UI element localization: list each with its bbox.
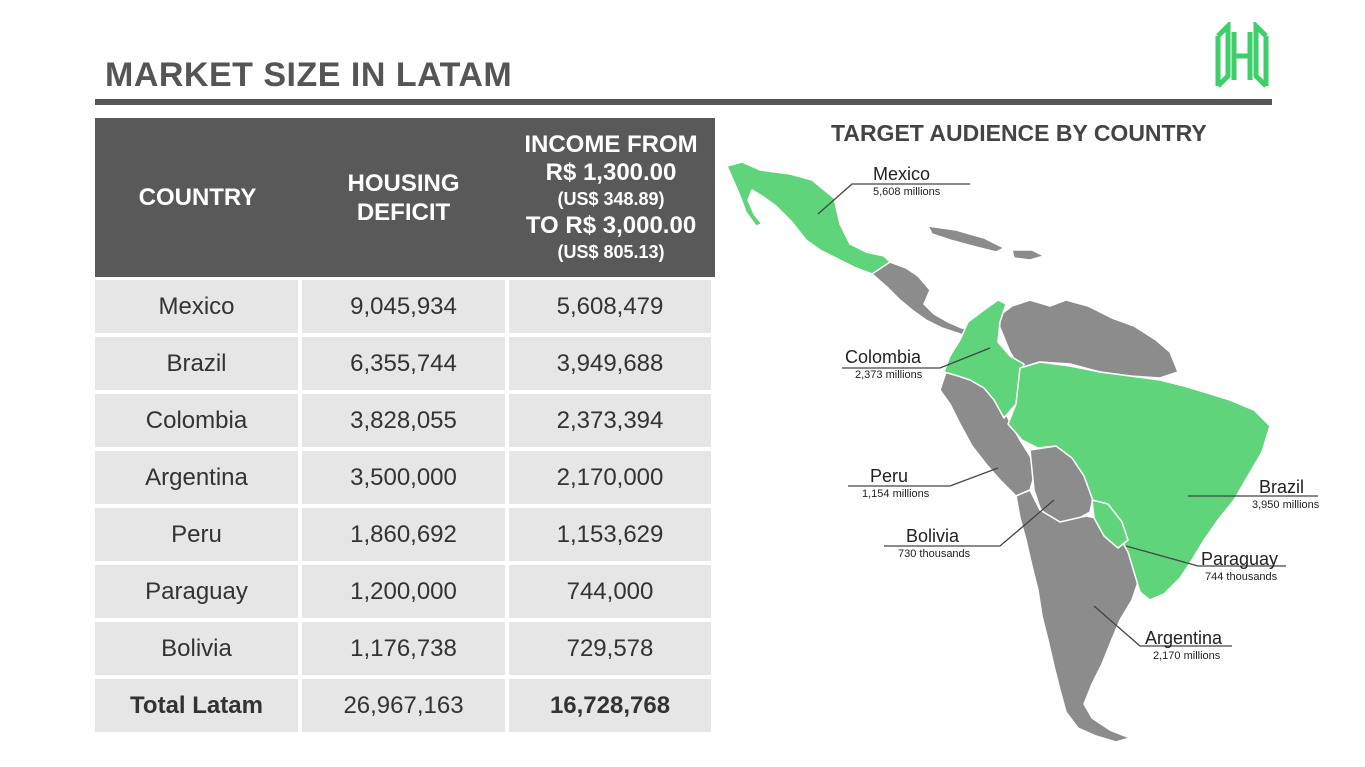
map-region-hispaniola	[1011, 249, 1045, 261]
table-row: Brazil 6,355,744 3,949,688	[95, 337, 715, 390]
leader-line-mexico	[817, 183, 970, 215]
table-row: Peru 1,860,692 1,153,629	[95, 508, 715, 561]
table-row: Bolivia 1,176,738 729,578	[95, 622, 715, 675]
total-deficit-cell: 26,967,163	[302, 679, 505, 732]
map-label-peru: Peru 1,154 millions	[862, 466, 930, 500]
income-cell: 2,373,394	[509, 394, 711, 447]
deficit-cell: 1,860,692	[302, 508, 505, 561]
country-cell: Argentina	[95, 451, 298, 504]
deficit-cell: 1,176,738	[302, 622, 505, 675]
header-country: COUNTRY	[138, 183, 257, 211]
deficit-cell: 1,200,000	[302, 565, 505, 618]
total-label-cell: Total Latam	[95, 679, 298, 732]
income-cell: 1,153,629	[509, 508, 711, 561]
leader-line-paraguay	[1125, 545, 1286, 567]
market-size-table: COUNTRY HOUSING DEFICIT INCOME FROM R$ 1…	[95, 118, 715, 736]
map-label-colombia: Colombia 2,373 millions	[845, 347, 923, 381]
country-cell: Brazil	[95, 337, 298, 390]
map-label-bolivia: Bolivia 730 thousands	[898, 526, 971, 560]
country-cell: Peru	[95, 508, 298, 561]
deficit-cell: 3,500,000	[302, 451, 505, 504]
map-region-mexico	[726, 161, 893, 275]
map-title: TARGET AUDIENCE BY COUNTRY	[831, 120, 1207, 146]
building-h-logo-icon	[1215, 22, 1269, 88]
income-cell: 3,949,688	[509, 337, 711, 390]
table-header: COUNTRY HOUSING DEFICIT INCOME FROM R$ 1…	[95, 118, 715, 277]
map-region-cuba	[927, 225, 1005, 253]
income-cell: 729,578	[509, 622, 711, 675]
map-label-brazil: Brazil 3,950 millions	[1252, 477, 1320, 511]
map-label-mexico: Mexico 5,608 millions	[873, 164, 941, 198]
page-title: MARKET SIZE IN LATAM	[105, 56, 513, 94]
table-row-total: Total Latam 26,967,163 16,728,768	[95, 679, 715, 732]
table-row: Mexico 9,045,934 5,608,479	[95, 280, 715, 333]
header-income-range: INCOME FROM R$ 1,300.00 (US$ 348.89) TO …	[524, 130, 698, 262]
deficit-cell: 9,045,934	[302, 280, 505, 333]
latam-map	[726, 161, 1318, 743]
leader-line-peru	[848, 467, 999, 487]
deficit-cell: 3,828,055	[302, 394, 505, 447]
title-divider	[95, 99, 1272, 105]
total-income-cell: 16,728,768	[509, 679, 711, 732]
country-cell: Paraguay	[95, 565, 298, 618]
table-body: Mexico 9,045,934 5,608,479 Brazil 6,355,…	[95, 280, 715, 732]
header-housing-deficit: HOUSING DEFICIT	[347, 169, 460, 226]
country-cell: Bolivia	[95, 622, 298, 675]
map-label-argentina: Argentina 2,170 millions	[1145, 628, 1223, 662]
map-label-paraguay: Paraguay 744 thousands	[1201, 549, 1279, 583]
country-cell: Colombia	[95, 394, 298, 447]
deficit-cell: 6,355,744	[302, 337, 505, 390]
income-cell: 5,608,479	[509, 280, 711, 333]
table-row: Argentina 3,500,000 2,170,000	[95, 451, 715, 504]
map-region-paraguay	[1091, 499, 1129, 549]
table-row: Paraguay 1,200,000 744,000	[95, 565, 715, 618]
leader-line-colombia	[842, 347, 991, 369]
leader-line-argentina	[1093, 605, 1232, 647]
map-region-brazil	[1007, 361, 1271, 601]
country-cell: Mexico	[95, 280, 298, 333]
leader-line-bolivia	[884, 499, 1055, 547]
income-cell: 2,170,000	[509, 451, 711, 504]
income-cell: 744,000	[509, 565, 711, 618]
table-row: Colombia 3,828,055 2,373,394	[95, 394, 715, 447]
